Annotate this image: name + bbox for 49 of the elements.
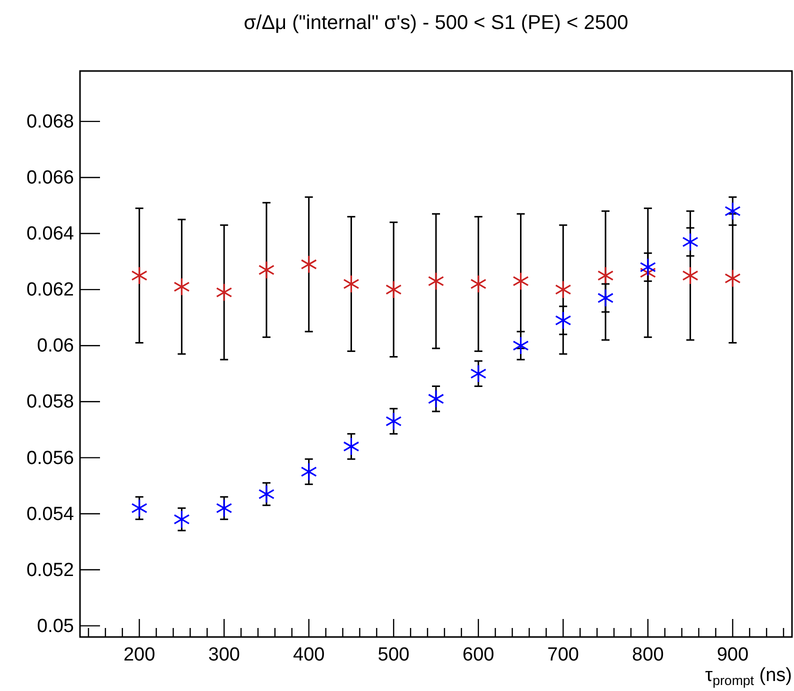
point xyxy=(428,272,444,290)
y-tick-label: 0.064 xyxy=(26,224,74,245)
point xyxy=(555,311,572,330)
point xyxy=(512,336,529,355)
x-tick-label: 700 xyxy=(547,644,579,666)
point xyxy=(343,274,360,294)
x-tick-label: 800 xyxy=(632,644,664,666)
point xyxy=(216,498,232,518)
point xyxy=(258,260,275,280)
x-tick-label: 500 xyxy=(378,644,410,666)
point xyxy=(555,280,572,299)
point xyxy=(174,510,190,529)
point xyxy=(682,232,698,252)
y-tick-label: 0.052 xyxy=(26,560,74,581)
point xyxy=(682,266,698,285)
x-tick-label: 900 xyxy=(716,644,749,666)
chart-title: σ/Δμ ("internal" σ's) - 500 < S1 (PE) < 2500 xyxy=(244,12,628,34)
x-tick-label: 200 xyxy=(123,644,156,666)
y-tick-label: 0.068 xyxy=(26,112,74,133)
point xyxy=(343,437,360,456)
point xyxy=(597,266,614,285)
y-tick-label: 0.062 xyxy=(26,280,74,301)
point xyxy=(131,266,148,285)
point xyxy=(428,390,444,408)
point xyxy=(386,412,402,430)
point xyxy=(724,202,741,220)
point xyxy=(300,255,317,274)
point xyxy=(470,274,486,294)
y-tick-label: 0.06 xyxy=(37,336,74,357)
point xyxy=(386,280,402,299)
y-tick-label: 0.05 xyxy=(37,616,74,637)
x-tick-label: 400 xyxy=(293,644,325,666)
x-tick-label: 600 xyxy=(462,644,494,666)
y-tick-label: 0.066 xyxy=(26,168,74,189)
y-tick-label: 0.054 xyxy=(26,504,74,525)
point xyxy=(597,288,614,308)
point xyxy=(300,462,317,481)
x-axis-title: τ$_{prompt}$ (ns) xyxy=(705,665,792,688)
point xyxy=(724,269,741,288)
point xyxy=(470,364,486,383)
y-tick-label: 0.056 xyxy=(26,448,74,469)
y-tick-label: 0.058 xyxy=(26,392,74,413)
x-tick-label: 300 xyxy=(208,644,240,666)
point xyxy=(512,272,529,290)
point xyxy=(258,484,275,504)
point xyxy=(131,498,148,518)
point xyxy=(174,278,190,296)
point xyxy=(640,258,656,276)
point xyxy=(216,283,232,302)
